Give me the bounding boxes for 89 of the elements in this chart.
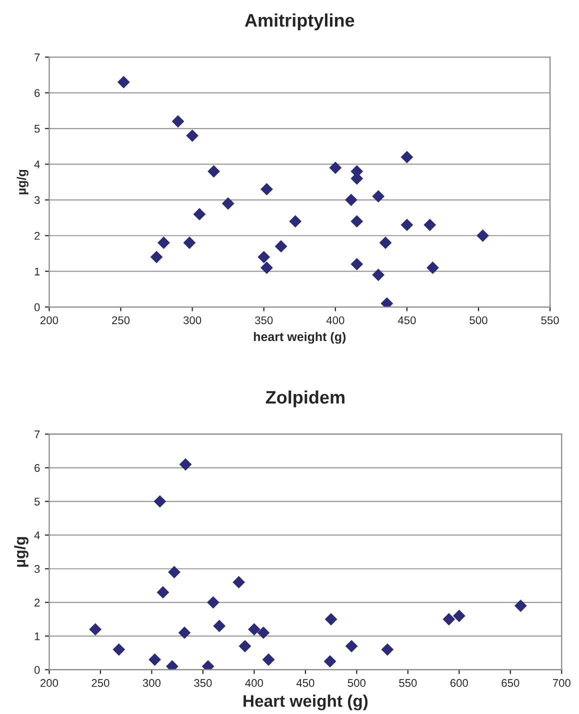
x-tick-label: 650 bbox=[502, 679, 520, 687]
point bbox=[289, 215, 302, 228]
x-tick-label: 450 bbox=[296, 679, 314, 687]
y-tick-label: 5 bbox=[34, 498, 40, 506]
point bbox=[262, 653, 275, 666]
y-tick-label: 1 bbox=[34, 268, 40, 276]
point bbox=[258, 250, 270, 264]
point bbox=[232, 576, 246, 588]
point bbox=[514, 600, 527, 612]
x-tick-label: 200 bbox=[40, 316, 58, 324]
y-tick-label: 0 bbox=[34, 666, 40, 674]
point bbox=[329, 162, 342, 174]
x-tick-label: 200 bbox=[40, 679, 58, 687]
y-tick-label: 6 bbox=[34, 464, 40, 472]
y-axis-title: µg/g bbox=[14, 537, 28, 567]
point bbox=[157, 236, 170, 249]
x-tick-label: 300 bbox=[183, 316, 202, 324]
x-tick-label: 400 bbox=[245, 679, 264, 687]
point bbox=[424, 218, 436, 232]
point bbox=[452, 610, 466, 622]
y-tick-label: 5 bbox=[34, 124, 40, 133]
point bbox=[381, 643, 394, 656]
y-tick-label: 4 bbox=[34, 160, 40, 168]
point bbox=[426, 262, 439, 274]
x-tick-label: 600 bbox=[450, 679, 468, 687]
point bbox=[345, 640, 358, 652]
point bbox=[260, 183, 273, 196]
point bbox=[350, 215, 364, 228]
point bbox=[324, 655, 336, 668]
y-tick-label: 2 bbox=[34, 598, 40, 606]
point bbox=[372, 190, 385, 203]
point bbox=[208, 165, 220, 178]
x-tick-label: 400 bbox=[326, 316, 344, 324]
y-tick-label: 0 bbox=[34, 303, 40, 312]
y-tick-label: 3 bbox=[34, 565, 40, 573]
y-tick-label: 7 bbox=[34, 54, 40, 62]
point bbox=[183, 236, 196, 249]
x-tick-label: 550 bbox=[399, 679, 417, 687]
x-tick-label: 500 bbox=[470, 316, 488, 324]
x-tick-label: 300 bbox=[142, 679, 161, 687]
x-tick-label: 700 bbox=[552, 679, 570, 687]
point bbox=[154, 495, 166, 508]
y-tick-label: 3 bbox=[34, 196, 40, 204]
x-axis-title: Heart weight (g) bbox=[244, 694, 368, 710]
point bbox=[248, 623, 260, 636]
point bbox=[222, 197, 234, 210]
point bbox=[260, 262, 273, 274]
point bbox=[148, 653, 161, 666]
point bbox=[89, 623, 102, 636]
point bbox=[156, 586, 170, 599]
point bbox=[257, 626, 270, 639]
point bbox=[112, 643, 126, 656]
y-tick-label: 4 bbox=[34, 531, 40, 540]
point bbox=[172, 115, 184, 128]
point bbox=[193, 208, 206, 220]
point bbox=[274, 240, 288, 253]
point bbox=[150, 250, 163, 264]
point bbox=[400, 218, 414, 232]
point bbox=[168, 566, 180, 578]
y-tick-label: 1 bbox=[34, 632, 40, 640]
point bbox=[372, 268, 385, 282]
x-tick-label: 250 bbox=[112, 316, 130, 324]
y-tick-label: 7 bbox=[34, 430, 40, 438]
point bbox=[186, 129, 199, 142]
x-tick-label: 350 bbox=[255, 316, 273, 324]
point bbox=[400, 150, 414, 164]
x-tick-label: 250 bbox=[92, 679, 110, 687]
x-tick-label: 500 bbox=[348, 679, 366, 687]
y-tick-label: 2 bbox=[34, 232, 40, 240]
x-tick-label: 350 bbox=[194, 679, 212, 687]
point bbox=[442, 613, 456, 626]
chart-title: Zolpidem bbox=[266, 390, 344, 408]
point bbox=[324, 613, 338, 626]
point bbox=[206, 596, 220, 609]
point bbox=[476, 229, 490, 242]
chart-title: Amitriptyline bbox=[244, 13, 354, 30]
point bbox=[238, 640, 252, 652]
point bbox=[117, 76, 130, 88]
point bbox=[178, 626, 191, 639]
point bbox=[344, 194, 358, 206]
x-tick-label: 450 bbox=[398, 316, 416, 324]
point bbox=[350, 258, 364, 270]
point bbox=[379, 236, 392, 249]
y-axis-title: µg/g bbox=[16, 170, 28, 194]
x-tick-label: 550 bbox=[541, 316, 559, 324]
point bbox=[213, 620, 226, 632]
x-axis-title: heart weight (g) bbox=[254, 332, 346, 344]
point bbox=[179, 458, 192, 471]
y-tick-label: 6 bbox=[34, 89, 40, 97]
